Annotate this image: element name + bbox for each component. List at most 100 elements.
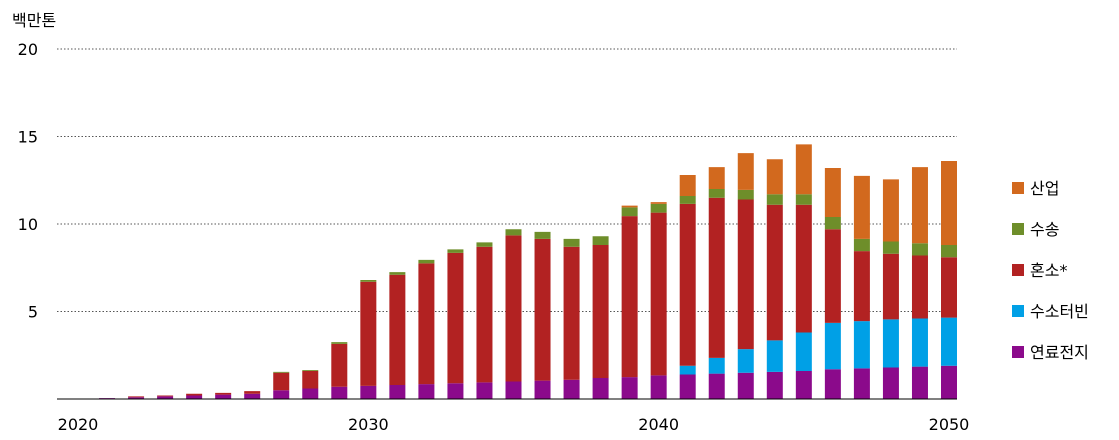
bar-segment [766,204,783,341]
bar-segment [302,371,319,389]
bar-segment [215,392,232,395]
x-axis-ticks: 2020 2030 2040 2050 [58,415,970,434]
bar-segment [534,238,551,381]
bar-segment [853,175,870,239]
bar-segment [215,394,232,399]
bar-segment [244,393,261,399]
bar-segment [824,229,841,323]
bar-stack-2042 [708,167,725,399]
bar-segment [302,370,319,371]
legend-swatch [1012,223,1024,235]
bar-stack-2033 [447,249,464,399]
bar-stack-2025 [215,392,232,399]
bar-stack-2023 [157,395,174,399]
bar-segment [447,249,464,253]
bar-segment [882,253,899,320]
bar-segment [273,371,290,373]
bar-stack-2029 [331,342,348,399]
bar-segment [824,322,841,370]
legend-label: 혼소* [1030,261,1067,280]
bar-segment [911,243,928,256]
bar-segment [708,373,725,399]
bar-segment [882,179,899,242]
legend-label: 수소터빈 [1030,302,1089,321]
x-tick-label: 2030 [348,415,389,434]
bar-segment [795,204,812,333]
bar-segment [766,194,783,205]
bar-segment [679,365,696,375]
bar-segment [679,175,696,196]
bar-segment [621,207,638,217]
bar-segment [186,393,203,396]
bar-segment [186,395,203,399]
bar-segment [941,365,957,399]
bar-segment [592,378,609,399]
legend-swatch [1012,182,1024,194]
bar-segment [621,377,638,399]
bar-segment [679,196,696,204]
bar-segment [563,238,580,247]
bar-segment [505,229,522,236]
bar-segment [766,371,783,399]
bar-segment [389,272,406,275]
bar-segment [882,241,899,254]
bar-segment [360,280,377,282]
bar-segment [534,380,551,399]
legend-item: 연료전지 [1012,343,1089,362]
bar-stack-2050 [941,161,957,399]
bar-segment [766,159,783,195]
y-tick-label: 20 [18,40,38,59]
legend-label: 산업 [1030,179,1059,198]
bar-stack-2044 [766,159,783,399]
bar-segment [824,369,841,399]
y-tick-label: 10 [18,215,38,234]
bar-segment [882,367,899,399]
bar-segment [476,382,493,399]
bar-segment [157,396,174,399]
bar-segment [360,385,377,399]
legend-label: 수송 [1030,220,1059,239]
bar-stack-2030 [360,280,377,399]
bar-segment [331,386,348,399]
bar-segment [273,390,290,399]
bar-segment [621,216,638,378]
bar-stack-2041 [679,175,696,399]
bar-stack-2035 [505,229,522,399]
bar-segment [621,205,638,208]
bar-stack-2034 [476,242,493,399]
legend-item: 혼소* [1012,261,1067,280]
bar-stacks [99,144,957,399]
legend-item: 수소터빈 [1012,302,1089,321]
y-tick-label: 15 [18,128,38,147]
bar-segment [505,381,522,399]
bar-segment [331,342,348,344]
bar-segment [795,194,812,205]
bar-segment [853,251,870,322]
bar-stack-2022 [128,396,145,399]
bar-stack-2043 [737,153,754,399]
bar-segment [708,357,725,374]
bar-segment [824,168,841,217]
bar-segment [650,202,667,204]
legend-swatch [1012,264,1024,276]
bar-stack-2031 [389,272,406,399]
x-tick-label: 2040 [638,415,679,434]
bar-segment [941,257,957,318]
x-tick-label: 2050 [929,415,970,434]
bar-segment [882,319,899,368]
bar-segment [853,238,870,252]
bar-stack-2032 [418,259,435,399]
bar-segment [737,349,754,373]
bar-stack-2027 [273,371,290,399]
bar-segment [128,396,145,398]
bar-segment [824,217,841,230]
bar-stack-2046 [824,168,841,399]
bar-segment [563,246,580,380]
bar-segment [331,343,348,387]
bar-segment [128,397,145,399]
bar-segment [650,203,667,213]
bar-segment [737,189,754,200]
bar-stack-2024 [186,393,203,399]
